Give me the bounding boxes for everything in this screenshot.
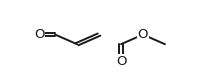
- Text: O: O: [34, 28, 44, 41]
- Text: O: O: [116, 55, 126, 68]
- Text: O: O: [138, 28, 148, 41]
